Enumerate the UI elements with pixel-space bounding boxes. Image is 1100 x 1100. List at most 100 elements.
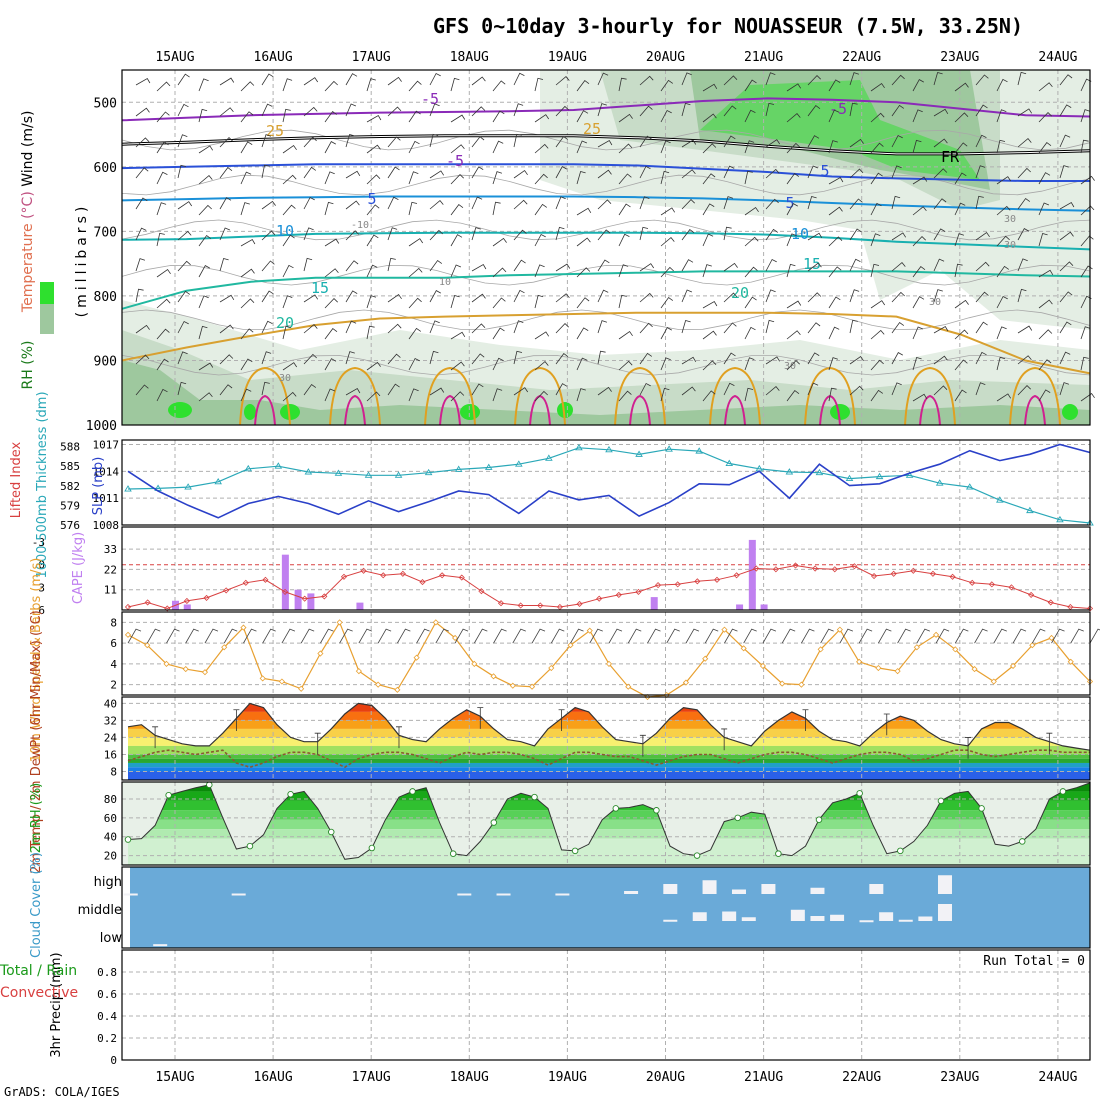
wind-barb <box>324 238 340 247</box>
wind-speed-point <box>452 634 459 642</box>
wind-barb <box>1017 108 1033 117</box>
rh-high-blob <box>557 402 573 418</box>
wind-speed-point <box>586 627 593 634</box>
thickness-point <box>484 463 493 470</box>
wind-barb <box>975 74 989 86</box>
cloud-high-block <box>555 893 570 896</box>
wind-barb <box>492 201 501 216</box>
cloud-high-block <box>702 880 717 894</box>
wind-barb <box>681 289 693 303</box>
wind-barb <box>828 109 840 123</box>
temp-minmax-whisker <box>1046 732 1053 755</box>
wind-barb <box>366 114 382 123</box>
wind-barb <box>408 140 420 154</box>
wind-barb <box>912 393 928 402</box>
wind-barb <box>135 354 150 365</box>
wind-barb <box>576 237 591 247</box>
wind-barb <box>366 204 380 216</box>
wind-barb <box>681 356 697 365</box>
wind-barb <box>387 136 401 148</box>
isotherm-label: 5 <box>785 194 794 212</box>
wind-barb <box>849 72 860 86</box>
temp-band-stack <box>128 703 1090 780</box>
wind-barb <box>723 226 732 241</box>
lifted-point <box>399 570 406 577</box>
wind-barb <box>597 386 612 396</box>
wind-barb <box>324 201 334 216</box>
wind-barb <box>429 290 441 303</box>
lifted-point <box>615 591 622 598</box>
wind-barb <box>786 113 801 123</box>
wind-barb <box>303 196 315 210</box>
panel-cloud-cover: high middle low <box>78 866 1091 949</box>
wind-barb <box>513 103 524 117</box>
precip-tick: 0.2 <box>97 1032 117 1045</box>
wind-barb <box>471 323 486 334</box>
wind-barb <box>324 141 336 154</box>
cloud-mid-block <box>859 920 874 923</box>
wind-barb <box>555 135 569 148</box>
wind-barb <box>660 327 672 340</box>
hot-isotherm-loop <box>1024 394 1046 426</box>
rh-contour <box>121 129 1091 151</box>
wind-barb <box>1038 233 1048 247</box>
wind-barb <box>555 263 571 272</box>
cloud-bg <box>130 867 1090 948</box>
cape-bar <box>307 593 315 610</box>
rh-label: RH (%) <box>20 341 36 390</box>
wind-barb <box>513 133 522 148</box>
wind-barb-10m <box>512 628 526 644</box>
wind-barb <box>786 300 802 309</box>
wind-barb <box>261 320 273 334</box>
wind-barb <box>681 169 696 179</box>
wind-barb <box>471 293 486 303</box>
wind-barb <box>450 204 464 216</box>
wind-barb <box>282 144 297 154</box>
wind-barb <box>807 105 821 117</box>
thickness-ylabel: 1000-500mb Thickness (dm) <box>35 391 50 578</box>
wind-barb <box>345 134 355 148</box>
wind-barb <box>765 228 779 241</box>
wind-barb <box>996 235 1010 247</box>
wind-barb <box>135 77 151 86</box>
wind-barb <box>240 202 250 216</box>
wind-barb <box>891 262 906 272</box>
rh-point <box>571 847 579 855</box>
thickness-point <box>124 485 132 492</box>
wind-barb <box>156 141 169 154</box>
date-tick-top: 16AUG <box>254 50 293 65</box>
cape-bar <box>183 604 191 610</box>
wind-barb <box>597 289 609 303</box>
wind-barb-10m <box>647 628 661 644</box>
wind-speed-point <box>933 631 940 638</box>
wind-barb <box>891 321 905 334</box>
date-tick-top: 18AUG <box>450 50 489 65</box>
wind-barb <box>219 354 234 365</box>
wind-barb <box>807 262 822 272</box>
wind-barb <box>744 109 756 123</box>
wind-speed-point <box>875 664 882 672</box>
lifted-point <box>301 595 308 602</box>
wind-barb <box>912 79 924 92</box>
wind-barb <box>723 105 737 117</box>
wind-barb <box>597 229 611 241</box>
temp-tick: 8 <box>110 765 117 778</box>
isotherm-label: 15 <box>311 279 329 297</box>
wind-barb <box>723 382 735 396</box>
lifted-point <box>929 570 937 577</box>
temp-line <box>127 702 1091 751</box>
thickness-point <box>184 483 192 490</box>
wind-barb <box>891 74 905 86</box>
thickness-point <box>935 479 944 486</box>
wind-barb <box>177 320 189 334</box>
wind-barb <box>660 237 675 247</box>
lifted-tick: 0 <box>38 559 45 572</box>
wind-barb <box>786 142 800 154</box>
wind-barb <box>1038 359 1052 371</box>
wind-barb <box>870 233 881 247</box>
wind-barb <box>1017 228 1029 241</box>
thickness-line <box>127 447 1091 524</box>
wind-frame <box>121 611 1091 696</box>
lifted-point <box>360 567 367 574</box>
